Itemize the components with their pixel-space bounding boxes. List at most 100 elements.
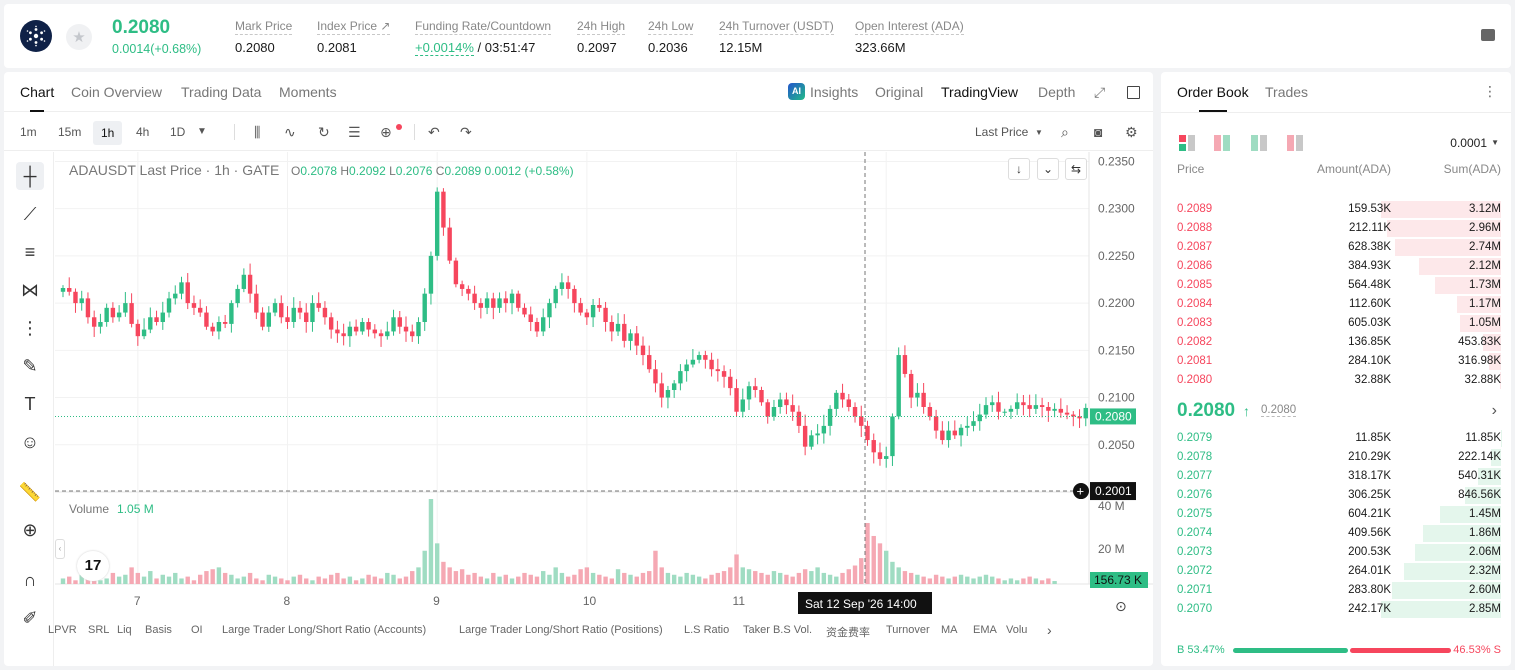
chevron-right-icon[interactable]: ›	[1491, 402, 1497, 419]
auto-scale-icon[interactable]: ⊙	[1115, 598, 1127, 614]
indicator-6[interactable]: Large Trader Long/Short Ratio (Positions…	[459, 624, 663, 636]
emoji-icon[interactable]: ☺	[20, 431, 40, 452]
search-icon[interactable]: ⌕	[1061, 124, 1069, 140]
tab-chart[interactable]: Chart	[20, 84, 55, 112]
indicator-10[interactable]: Turnover	[886, 624, 930, 636]
ruler-icon[interactable]: 📏	[18, 481, 42, 502]
bid-row[interactable]: 0.2074 409.56K 1.86M	[1161, 524, 1511, 543]
interval-1d[interactable]: 1D	[170, 125, 186, 139]
zoom-in-icon[interactable]: ⊕	[22, 519, 38, 540]
order-amount: 605.03K	[1348, 317, 1391, 329]
indicator-2[interactable]: Liq	[117, 624, 132, 636]
text-tool-icon[interactable]: T	[24, 393, 36, 414]
tradingview-tab[interactable]: TradingView	[941, 84, 1019, 100]
window-icon[interactable]	[1127, 86, 1140, 99]
depth-tab[interactable]: Depth	[1038, 84, 1076, 100]
indicator-12[interactable]: EMA	[973, 624, 997, 636]
undo-icon[interactable]: ↶	[428, 124, 440, 140]
notebook-icon[interactable]	[1481, 29, 1495, 41]
settings-gear-icon[interactable]: ⚙	[1125, 124, 1138, 140]
indicator-5[interactable]: Large Trader Long/Short Ratio (Accounts)	[222, 624, 427, 636]
camera-icon[interactable]: ◙	[1094, 124, 1103, 140]
indicator-13[interactable]: Volu	[1006, 624, 1028, 636]
precision-select[interactable]: 0.0001	[1450, 136, 1487, 150]
ask-row[interactable]: 0.2084 112.60K 1.17M	[1161, 295, 1511, 314]
collapse-sidebar-icon[interactable]: ‹	[55, 539, 65, 559]
interval-15m[interactable]: 15m	[58, 125, 82, 139]
indicator-7[interactable]: L.S Ratio	[684, 624, 730, 636]
expand-icon[interactable]: ⤢	[1094, 84, 1106, 100]
brush-icon[interactable]: ✎	[22, 355, 38, 376]
chart-plot-area[interactable]: 0.2350 0.2300 0.2250 0.2200 0.2150 0.2100 0.20…	[55, 152, 1153, 666]
ask-row[interactable]: 0.2087 628.38K 2.74M	[1161, 238, 1511, 257]
time-tick-label: 7	[134, 594, 141, 608]
crosshair-icon[interactable]: ┼	[16, 162, 44, 190]
magnet-icon[interactable]: ∩	[23, 569, 37, 590]
candle-body	[304, 312, 309, 322]
interval-dropdown-icon[interactable]: ▼	[197, 126, 207, 137]
price-source-select[interactable]: Last Price	[975, 125, 1029, 139]
price-source-dropdown-icon[interactable]: ▼	[1035, 128, 1043, 137]
candlestick-chart[interactable]: 0.2350 0.2300 0.2250 0.2200 0.2150 0.2100 0.20…	[55, 152, 1153, 666]
pencil-lock-icon[interactable]: ✐	[22, 607, 38, 628]
bids-mode-icon[interactable]	[1251, 135, 1267, 151]
pattern-icon[interactable]: ⋈	[21, 279, 39, 300]
ask-row[interactable]: 0.2083 605.03K 1.05M	[1161, 314, 1511, 333]
split-mode-icon[interactable]	[1214, 135, 1230, 151]
bid-row[interactable]: 0.2073 200.53K 2.06M	[1161, 543, 1511, 562]
ask-row[interactable]: 0.2089 159.53K 3.12M	[1161, 200, 1511, 219]
tab-moments[interactable]: Moments	[279, 84, 337, 100]
volume-bar	[1021, 578, 1026, 584]
asks-mode-icon[interactable]	[1287, 135, 1303, 151]
tab-coin-overview[interactable]: Coin Overview	[71, 84, 163, 100]
horizontal-lines-icon[interactable]: ≡	[24, 241, 36, 262]
indicator-bar-next-icon[interactable]: ›	[1047, 622, 1052, 638]
scroll-down-icon[interactable]: ↓	[1008, 158, 1030, 180]
tab-trading-data[interactable]: Trading Data	[181, 84, 262, 100]
template-icon[interactable]: ☰	[348, 124, 361, 140]
indicator-11[interactable]: MA	[941, 624, 958, 636]
insights-tab[interactable]: Insights	[810, 84, 859, 100]
tab-order-book[interactable]: Order Book	[1177, 84, 1249, 112]
order-sum: 1.45M	[1469, 508, 1501, 520]
redo-icon[interactable]: ↷	[460, 124, 472, 140]
bid-row[interactable]: 0.2072 264.01K 2.32M	[1161, 562, 1511, 581]
tab-trades[interactable]: Trades	[1265, 84, 1309, 100]
ask-row[interactable]: 0.2082 136.85K 453.83K	[1161, 333, 1511, 352]
bid-row[interactable]: 0.2071 283.80K 2.60M	[1161, 581, 1511, 600]
ask-row[interactable]: 0.2088 212.11K 2.96M	[1161, 219, 1511, 238]
bid-row[interactable]: 0.2076 306.25K 846.56K	[1161, 486, 1511, 505]
interval-4h[interactable]: 4h	[136, 125, 150, 139]
add-indicator-icon[interactable]: ⊕	[380, 124, 392, 140]
bid-row[interactable]: 0.2078 210.29K 222.14K	[1161, 448, 1511, 467]
indicator-3[interactable]: Basis	[145, 624, 172, 636]
indicator-1[interactable]: SRL	[88, 624, 110, 636]
ask-row[interactable]: 0.2081 284.10K 316.98K	[1161, 352, 1511, 371]
compare-icon[interactable]: ↻	[318, 124, 330, 140]
bid-row[interactable]: 0.2075 604.21K 1.45M	[1161, 505, 1511, 524]
indicator-8[interactable]: Taker B.S Vol.	[743, 624, 813, 636]
ask-row[interactable]: 0.2085 564.48K 1.73M	[1161, 276, 1511, 295]
reset-view-icon[interactable]: ⇆	[1065, 158, 1087, 180]
bid-row[interactable]: 0.2077 318.17K 540.31K	[1161, 467, 1511, 486]
indicators-icon[interactable]: ∿	[284, 124, 296, 140]
interval-1m[interactable]: 1m	[20, 125, 37, 139]
ask-row[interactable]: 0.2080 32.88K 32.88K	[1161, 371, 1511, 390]
fib-icon[interactable]: ⋮	[21, 317, 39, 338]
collapse-icon[interactable]: ⌄	[1037, 158, 1059, 180]
favorite-star-icon[interactable]: ★	[66, 24, 92, 50]
precision-dropdown-icon[interactable]: ▼	[1491, 138, 1499, 147]
ask-row[interactable]: 0.2086 384.93K 2.12M	[1161, 257, 1511, 276]
trend-line-icon[interactable]: ⟋	[23, 203, 37, 224]
both-sides-mode-icon[interactable]	[1179, 135, 1195, 151]
indicator-4[interactable]: OI	[191, 624, 203, 636]
more-options-icon[interactable]: ⋮	[1483, 83, 1497, 99]
index-price-stat[interactable]: Index Price ↗ 0.2081	[317, 19, 391, 55]
candle-type-icon[interactable]: ⫼	[254, 124, 261, 140]
indicator-0[interactable]: LPVR	[48, 624, 77, 636]
bid-row[interactable]: 0.2079 11.85K 11.85K	[1161, 429, 1511, 448]
interval-1h[interactable]: 1h	[93, 121, 123, 145]
bid-row[interactable]: 0.2070 242.17K 2.85M	[1161, 600, 1511, 619]
indicator-9[interactable]: 资金费率	[826, 627, 870, 639]
original-tab[interactable]: Original	[875, 84, 924, 100]
